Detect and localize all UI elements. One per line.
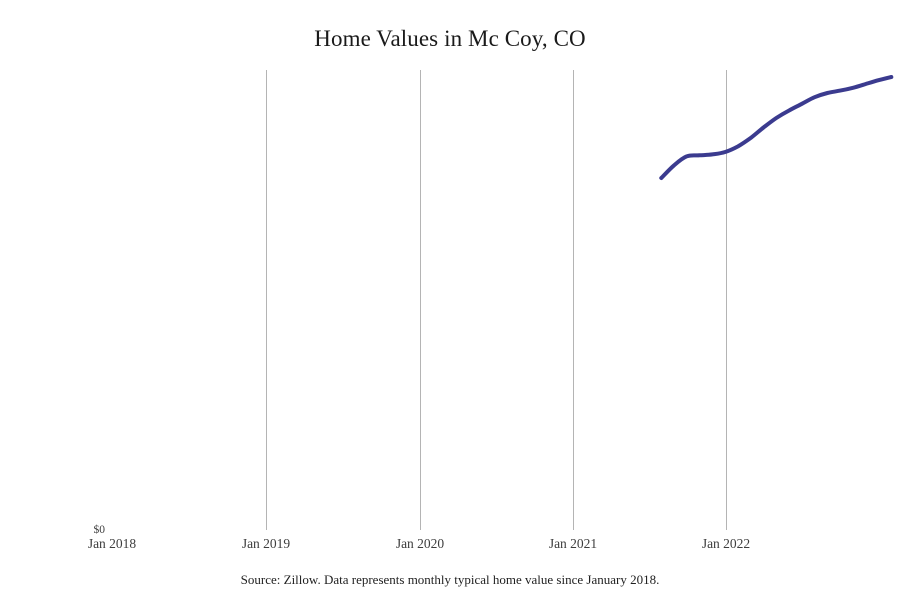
series-line-typical-home-value	[659, 75, 894, 180]
gridline-jan-2019	[266, 70, 267, 530]
x-axis-tick-label-jan-2021: Jan 2021	[548, 536, 598, 551]
y-axis-tick-label-zero: $0	[93, 524, 106, 536]
x-axis-tick-label-jan-2022: Jan 2022	[701, 536, 751, 551]
chart-title: Home Values in Mc Coy, CO	[314, 26, 586, 51]
x-axis-tick-label-jan-2018: Jan 2018	[87, 536, 137, 551]
gridline-jan-2022	[726, 70, 727, 530]
x-axis-tick-label-jan-2019: Jan 2019	[241, 536, 291, 551]
x-axis-tick-label-jan-2020: Jan 2020	[395, 536, 445, 551]
source-note: Source: Zillow. Data represents monthly …	[240, 572, 660, 587]
gridline-jan-2021	[573, 70, 574, 530]
gridline-jan-2020	[420, 70, 421, 530]
